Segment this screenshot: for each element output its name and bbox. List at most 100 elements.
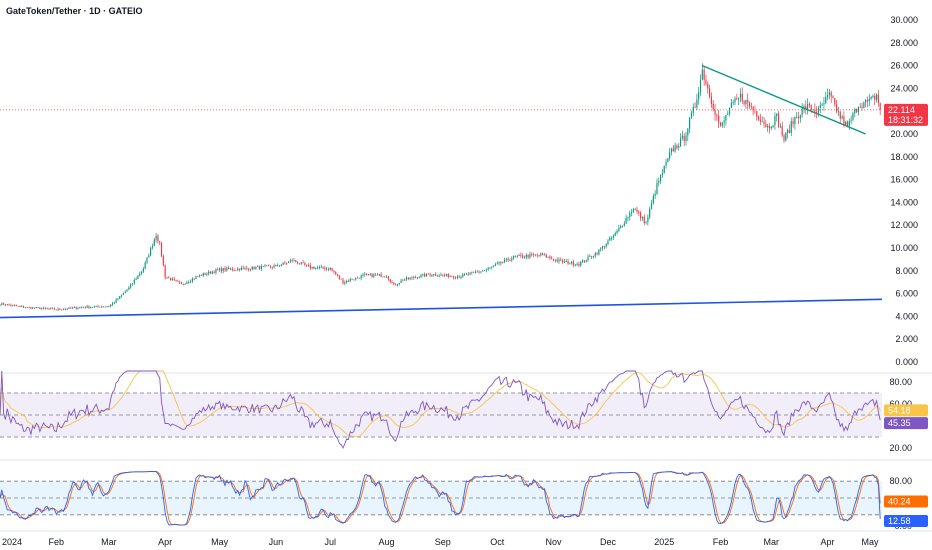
candle-body xyxy=(698,92,700,100)
price-axis-tick: 8.000 xyxy=(895,266,918,276)
candle-body xyxy=(358,277,360,279)
candle-body xyxy=(70,307,72,309)
candle-body xyxy=(405,277,408,280)
candle-body xyxy=(464,274,466,276)
candle-body xyxy=(723,120,725,123)
stoch-k-tag xyxy=(884,514,928,527)
candle-body xyxy=(549,256,551,259)
candle-body xyxy=(719,122,722,126)
candle-body xyxy=(741,93,743,102)
candle-body xyxy=(576,264,578,265)
candle-body xyxy=(465,273,467,275)
candle-body xyxy=(505,258,507,260)
candle-body xyxy=(204,273,206,275)
candle-body xyxy=(64,308,66,310)
candle-body xyxy=(324,268,326,270)
candle-body xyxy=(12,305,14,306)
candle-body xyxy=(503,259,506,263)
candle-body xyxy=(164,265,166,278)
candle-body xyxy=(436,275,438,277)
rsi-value-tag-text: 45.35 xyxy=(888,418,911,428)
candle-body xyxy=(600,248,602,250)
candle-body xyxy=(1,303,3,305)
candle-body xyxy=(839,111,841,119)
candle-body xyxy=(560,259,562,261)
candle-body xyxy=(630,212,633,213)
candle-body xyxy=(229,268,232,270)
candle-body xyxy=(616,230,618,234)
candle-body xyxy=(268,265,270,267)
candle-body xyxy=(462,274,464,277)
candle-body xyxy=(647,217,649,222)
candle-body xyxy=(807,104,809,109)
time-axis-tick: Feb xyxy=(49,537,65,547)
candle-body xyxy=(498,262,500,264)
candle-body xyxy=(843,116,845,125)
candle-body xyxy=(28,307,30,308)
candle-body xyxy=(563,261,565,263)
candle-body xyxy=(75,307,77,309)
candle-body xyxy=(785,132,787,141)
candle-body xyxy=(260,266,262,269)
candle-body xyxy=(200,274,203,276)
candle-body xyxy=(808,104,810,106)
support-trendline[interactable] xyxy=(0,298,883,319)
stoch-k-tag-text: 12.58 xyxy=(888,516,911,526)
candle-body xyxy=(72,307,74,309)
time-axis-tick: Dec xyxy=(600,537,617,547)
candle-body xyxy=(335,272,337,275)
candle-body xyxy=(19,305,21,307)
candle-body xyxy=(219,268,221,270)
candle-body xyxy=(148,255,150,258)
time-axis-tick: Aug xyxy=(379,537,395,547)
candle-body xyxy=(86,306,88,308)
candle-body xyxy=(228,267,230,270)
candle-body xyxy=(62,309,65,311)
candle-body xyxy=(50,308,52,310)
candle-body xyxy=(278,265,281,267)
candle-body xyxy=(91,307,94,308)
candle-body xyxy=(242,267,244,269)
candle-body xyxy=(709,88,711,97)
candle-body xyxy=(425,273,428,277)
candle-body xyxy=(215,269,217,273)
candle-body xyxy=(119,296,121,299)
time-axis-tick: Mar xyxy=(764,537,780,547)
candle-body xyxy=(580,262,582,266)
candle-body xyxy=(458,276,460,278)
candle-body xyxy=(257,266,259,268)
stoch-band xyxy=(0,480,882,516)
candle-body xyxy=(121,294,123,297)
time-axis-tick: 2024 xyxy=(2,537,22,547)
candle-body xyxy=(736,98,738,100)
candle-body xyxy=(173,278,175,280)
candle-body xyxy=(703,69,705,80)
candle-body xyxy=(8,304,10,306)
candle-body xyxy=(133,280,135,284)
candle-body xyxy=(188,282,190,283)
candle-body xyxy=(491,266,493,268)
candle-body xyxy=(690,112,693,118)
candle-body xyxy=(494,264,497,266)
candle-body xyxy=(313,267,315,269)
candle-body xyxy=(102,306,105,308)
candle-body xyxy=(88,306,90,308)
candle-body xyxy=(877,94,879,104)
candle-body xyxy=(689,117,691,129)
resistance-trendline[interactable] xyxy=(702,64,866,135)
candle-body xyxy=(97,305,99,307)
candle-body xyxy=(44,307,46,309)
candle-body xyxy=(17,305,19,307)
candle-body xyxy=(509,260,511,261)
candle-body xyxy=(500,262,502,264)
candle-body xyxy=(823,103,825,105)
candle-body xyxy=(856,109,858,113)
time-axis-tick: Feb xyxy=(713,537,729,547)
candle-body xyxy=(280,264,282,266)
candle-body xyxy=(854,109,856,114)
candle-body xyxy=(685,135,687,141)
stoch-axis-tick: 80.00 xyxy=(889,476,912,486)
candle-body xyxy=(745,99,747,105)
